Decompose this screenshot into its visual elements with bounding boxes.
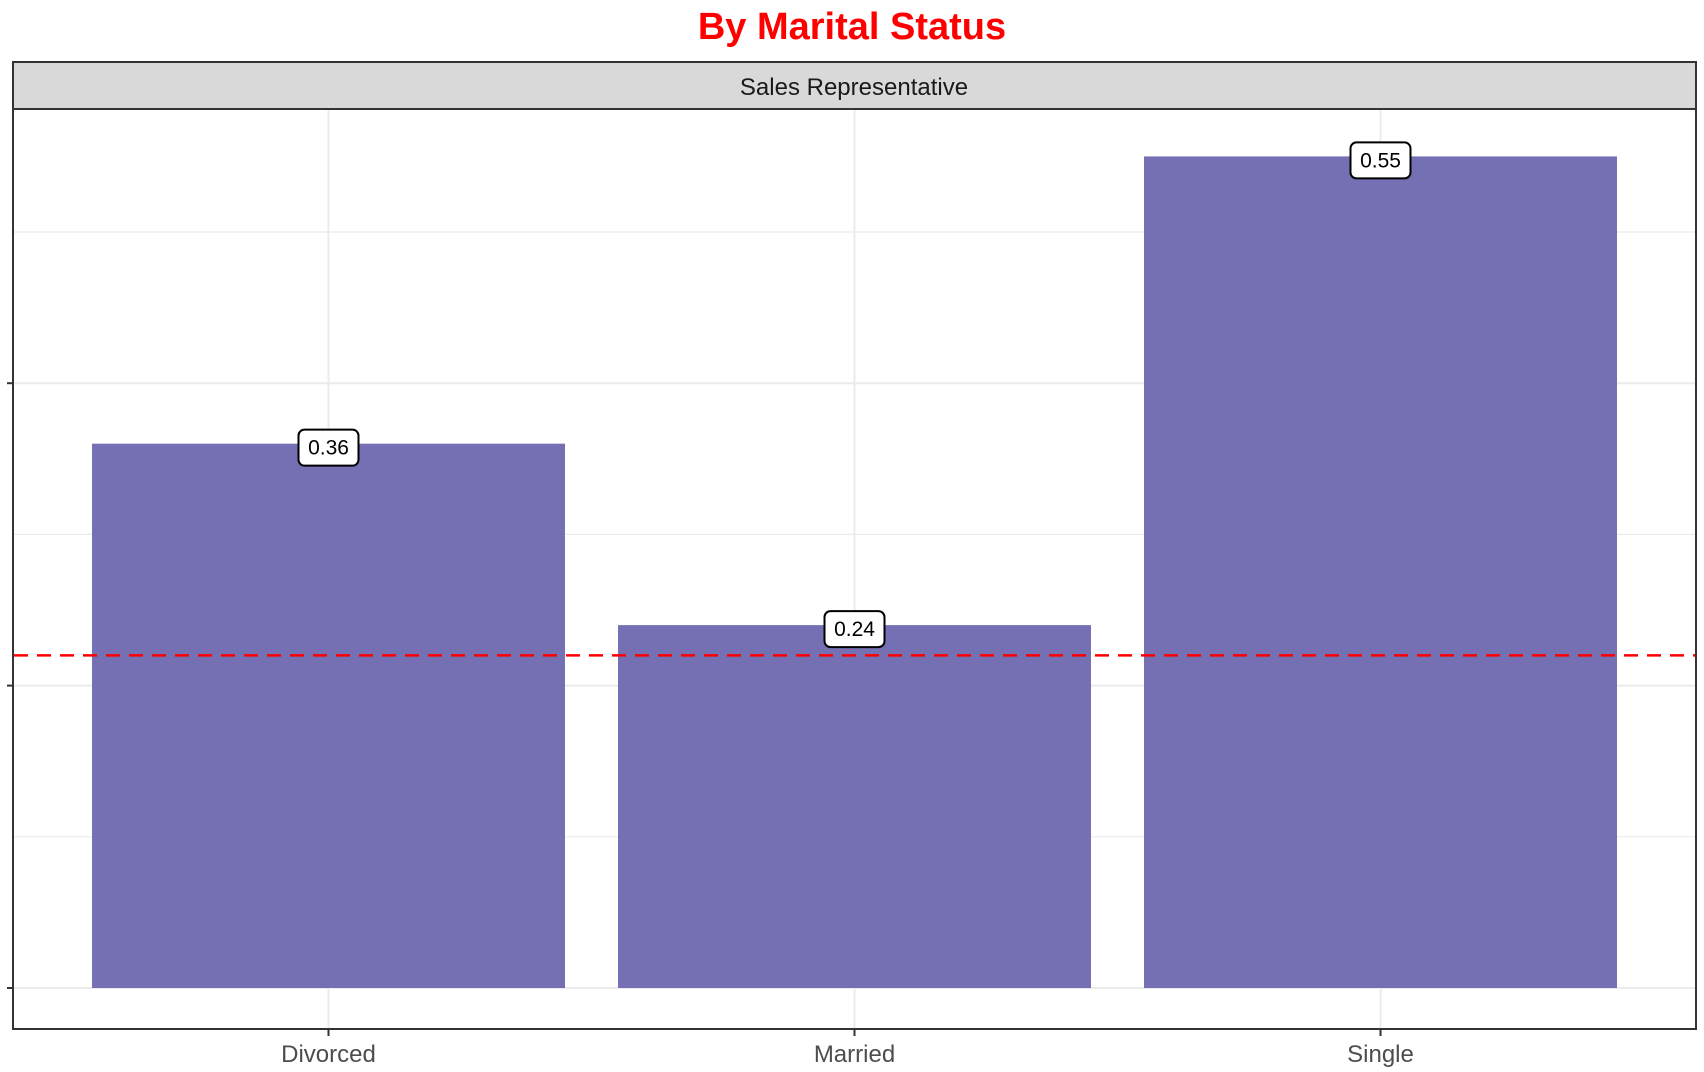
- data-labels-layer: 0.36 0.24 0.55: [297, 141, 1412, 649]
- data-label: 0.24: [834, 618, 875, 641]
- x-tick-label-divorced: Divorced: [281, 1041, 376, 1068]
- axis-ticks-layer: Divorced Married Single: [7, 382, 1414, 1068]
- bars-layer: [92, 156, 1617, 988]
- facet-strip: [12, 61, 1697, 110]
- x-tick-label-married: Married: [814, 1041, 895, 1068]
- x-tick-label-single: Single: [1347, 1041, 1414, 1068]
- bar-married: [618, 625, 1091, 988]
- chart-title: By Marital Status: [697, 6, 1007, 48]
- data-label: 0.36: [308, 437, 349, 460]
- facet-strip-label: Sales Representative: [740, 74, 968, 101]
- data-label: 0.55: [1360, 149, 1401, 172]
- data-label-box: [297, 428, 360, 467]
- data-label-box: [823, 610, 886, 649]
- bar-single: [1144, 156, 1617, 988]
- bar-divorced: [92, 443, 565, 988]
- data-label-box: [1349, 141, 1412, 180]
